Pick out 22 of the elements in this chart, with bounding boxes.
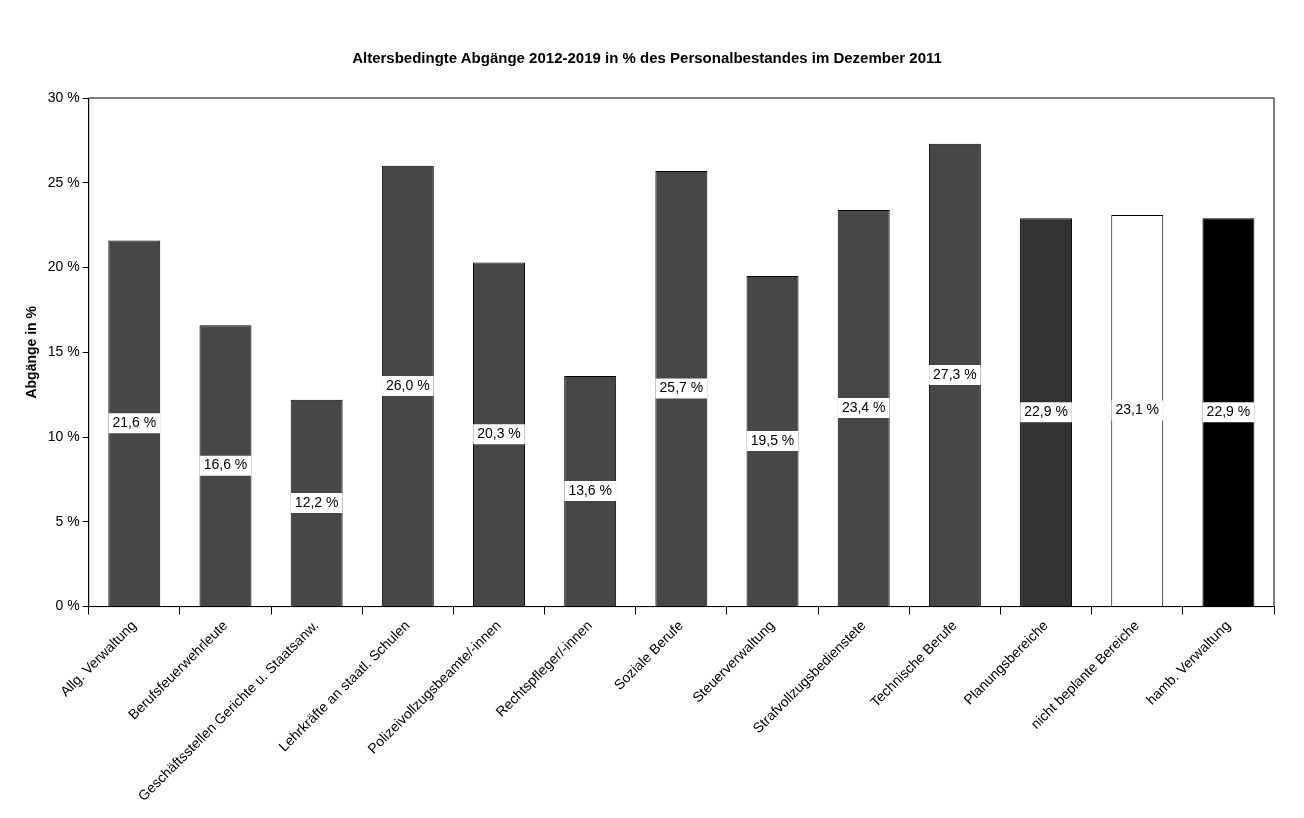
data-label: 19,5 %	[750, 431, 795, 448]
data-label: 27,3 %	[933, 365, 977, 382]
y-axis-title: Abgänge in %	[23, 305, 40, 399]
data-label: 25,7 %	[659, 379, 704, 396]
data-label: 26,0 %	[386, 376, 430, 393]
data-label: 22,9 %	[1024, 403, 1068, 420]
y-tick-label: 15 %	[47, 343, 80, 360]
y-tick-label: 0 %	[55, 597, 80, 614]
data-label: 22,9 %	[1206, 403, 1251, 420]
data-label: 21,6 %	[112, 414, 157, 431]
y-tick-label: 25 %	[47, 173, 80, 190]
chart-title: Altersbedingte Abgänge 2012-2019 in % des Personalbestandes im Dezember 2011	[352, 49, 942, 67]
data-label: 13,6 %	[568, 481, 612, 498]
data-label: 16,6 %	[203, 456, 248, 473]
data-label: 12,2 %	[294, 493, 339, 510]
y-tick-label: 30 %	[47, 88, 80, 105]
data-label: 20,3 %	[477, 425, 521, 442]
data-label: 23,4 %	[841, 398, 886, 415]
data-label: 23,1 %	[1115, 401, 1160, 418]
y-tick-label: 20 %	[47, 258, 80, 275]
y-tick-label: 5 %	[55, 512, 80, 529]
y-tick-label: 10 %	[47, 427, 80, 444]
